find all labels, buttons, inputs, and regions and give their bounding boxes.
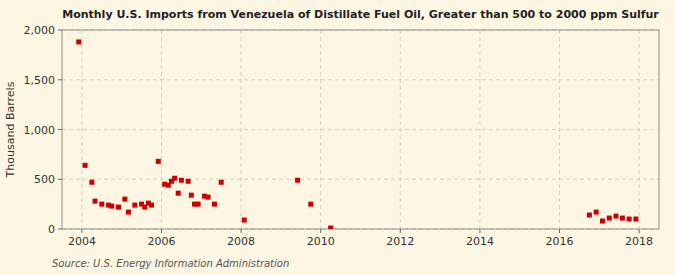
x-tick-label: 2016 [546, 235, 574, 248]
point [242, 218, 247, 223]
point [600, 219, 605, 224]
x-tick [400, 229, 401, 233]
plot-frame [62, 30, 659, 229]
plot-area [62, 30, 659, 229]
x-grid-line [400, 30, 401, 229]
x-grid-line [161, 30, 162, 229]
point [328, 226, 333, 229]
x-tick-label: 2008 [227, 235, 255, 248]
point [196, 202, 201, 207]
x-grid-line [559, 30, 560, 229]
x-tick [559, 229, 560, 233]
point [212, 202, 217, 207]
y-tick-label: 0 [48, 223, 55, 236]
point [149, 203, 154, 208]
point [206, 195, 211, 200]
point [607, 216, 612, 221]
x-tick [161, 229, 162, 233]
x-tick [81, 229, 82, 233]
point [295, 178, 300, 183]
point [89, 180, 94, 185]
x-grid-line [320, 30, 321, 229]
point [594, 210, 599, 215]
x-tick-label: 2018 [625, 235, 653, 248]
y-grid-line [62, 79, 659, 80]
point [122, 197, 127, 202]
point [172, 176, 177, 181]
y-tick [58, 179, 62, 180]
axes: 0 500 1,000 1,500 2,000 2004 2006 2008 2010 2012 2… [24, 24, 654, 248]
point [186, 179, 191, 184]
x-tick [320, 229, 321, 233]
points [76, 39, 638, 229]
point [620, 216, 625, 221]
y-tick-label: 1,500 [24, 74, 56, 87]
y-tick-label: 2,000 [24, 24, 56, 37]
point [76, 39, 81, 44]
x-grid-line [639, 30, 640, 229]
x-tick-label: 2004 [68, 235, 96, 248]
y-grid-line [62, 179, 659, 180]
point [179, 178, 184, 183]
point [99, 202, 104, 207]
point [219, 180, 224, 185]
x-tick-label: 2014 [466, 235, 494, 248]
x-grid-line [241, 30, 242, 229]
y-grid-line [62, 129, 659, 130]
x-grid-line [479, 30, 480, 229]
point [614, 214, 619, 219]
x-tick [479, 229, 480, 233]
point [587, 213, 592, 218]
source-note: Source: U.S. Energy Information Administ… [52, 258, 289, 269]
y-tick [58, 79, 62, 80]
y-tick [58, 129, 62, 130]
point [308, 202, 313, 207]
x-grid-line [81, 30, 82, 229]
point [83, 163, 88, 168]
point [132, 203, 137, 208]
title: Monthly U.S. Imports from Venezuela of D… [62, 8, 659, 21]
y-tick-label: 1,000 [24, 124, 56, 137]
x-tick-label: 2010 [307, 235, 335, 248]
point [109, 204, 114, 209]
grid [62, 30, 659, 229]
point [189, 193, 194, 198]
y-axis-label: Thousand Barrels [4, 81, 17, 178]
point [156, 159, 161, 164]
point [93, 199, 98, 204]
x-tick-label: 2006 [148, 235, 176, 248]
x-tick [639, 229, 640, 233]
y-tick-label: 500 [34, 173, 55, 186]
x-tick-label: 2012 [386, 235, 414, 248]
y-tick [58, 229, 62, 230]
x-tick [241, 229, 242, 233]
point [116, 205, 121, 210]
point [126, 210, 131, 215]
point [633, 217, 638, 222]
point [627, 217, 632, 222]
point [176, 191, 181, 196]
y-tick [58, 30, 62, 31]
chart: 0 500 1,000 1,500 2,000 2004 2006 2008 2010 2012 2… [0, 0, 675, 275]
